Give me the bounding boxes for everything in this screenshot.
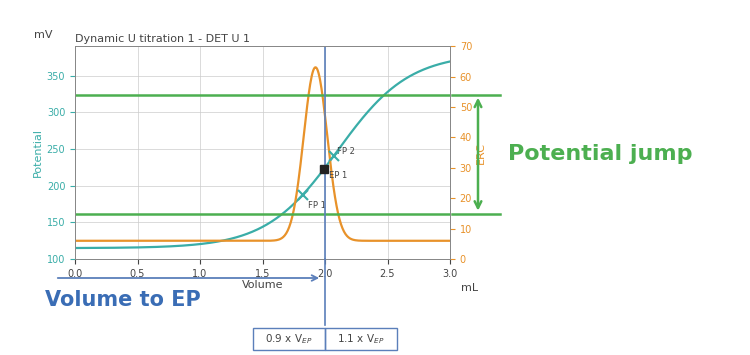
Text: Dynamic U titration 1 - DET U 1: Dynamic U titration 1 - DET U 1 xyxy=(75,34,250,44)
Y-axis label: Potential: Potential xyxy=(32,128,43,177)
Bar xyxy=(253,328,325,350)
X-axis label: Volume: Volume xyxy=(242,280,284,290)
Text: 1.1 x V$_{EP}$: 1.1 x V$_{EP}$ xyxy=(338,332,385,346)
Text: mL: mL xyxy=(461,283,478,293)
Text: Potential jump: Potential jump xyxy=(508,144,692,164)
Text: mV: mV xyxy=(34,30,53,40)
Text: FP 1: FP 1 xyxy=(308,201,326,210)
Text: FP 2: FP 2 xyxy=(338,147,356,156)
Y-axis label: ERC: ERC xyxy=(476,142,486,164)
Bar xyxy=(325,328,397,350)
Text: 0.9 x V$_{EP}$: 0.9 x V$_{EP}$ xyxy=(266,332,313,346)
Text: EP 1: EP 1 xyxy=(328,171,347,180)
Text: Volume to EP: Volume to EP xyxy=(45,290,201,310)
